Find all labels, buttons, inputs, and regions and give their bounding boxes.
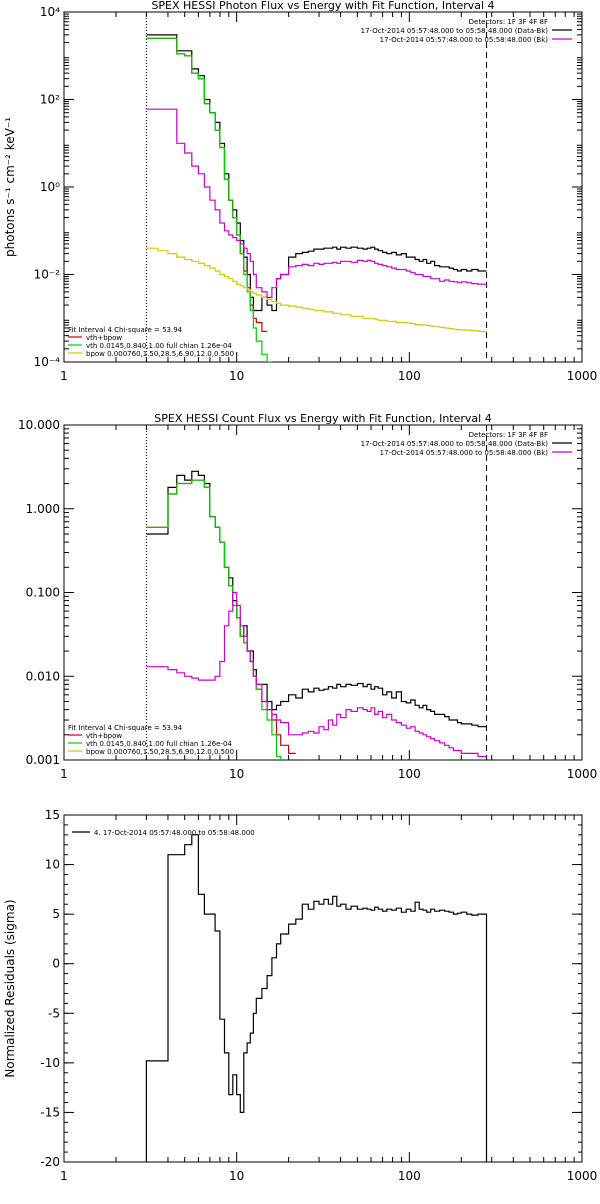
legend-entry: 4. 17-Oct-2014 05:57:48.000 to 05:58:48.… — [94, 829, 255, 837]
y-tick-label: 10⁻² — [34, 268, 61, 282]
y-tick-label: 5 — [52, 907, 60, 921]
y-tick-label: 0.100 — [26, 586, 60, 600]
series-vth-line — [146, 479, 282, 760]
legend-entry: Detectors: 1F 3F 4F 8F — [469, 18, 548, 26]
y-tick-label: 10² — [40, 93, 60, 107]
legend-entry: Fit Interval 4 Chi-square = 53.94 — [68, 724, 183, 732]
y-tick-label: 10⁻⁴ — [34, 355, 61, 369]
y-tick-label: 10⁴ — [40, 5, 60, 19]
x-tick-label: 1 — [60, 767, 68, 781]
x-tick-label: 10 — [229, 767, 244, 781]
series-vth-bpow-line — [146, 37, 268, 332]
x-tick-label: 1000 — [567, 369, 598, 383]
plot-frame-1 — [63, 424, 583, 761]
legend-entry: bpow 0.000760,1.50,28.5,6.90,12.0,0.500 — [86, 748, 234, 756]
x-tick-label: 100 — [398, 767, 421, 781]
series-residuals-line — [145, 834, 488, 1162]
y-tick-label: -10 — [40, 1056, 60, 1070]
x-tick-label: 100 — [398, 1169, 421, 1183]
legend-entry: 17-Oct-2014 05:57:48.000 to 05:58:48.000… — [380, 36, 549, 44]
plot-frame-0 — [63, 11, 583, 363]
x-tick-label: 1 — [60, 1169, 68, 1183]
x-tick-label: 10 — [229, 1169, 244, 1183]
y-tick-label: 1.000 — [26, 502, 60, 516]
x-tick-label: 1000 — [567, 1169, 598, 1183]
y-axis-label: Normalized Residuals (sigma) — [3, 899, 17, 1077]
y-tick-label: -5 — [48, 1006, 60, 1020]
y-tick-label: 10 — [45, 858, 60, 872]
y-tick-label: -20 — [40, 1155, 60, 1169]
legend-entry: 17-Oct-2014 05:57:48.000 to 05:58:48.000… — [380, 449, 549, 457]
series-data-line — [146, 34, 487, 312]
legend-entry: 17-Oct-2014 05:57:48.000 to 05:58:48.000… — [361, 440, 549, 448]
legend-entry: Fit Interval 4 Chi-square = 53.94 — [68, 326, 183, 334]
x-tick-label: 100 — [398, 369, 421, 383]
series-vth-line — [146, 37, 272, 362]
series-data-line — [146, 470, 487, 728]
x-tick-label: 1000 — [567, 767, 598, 781]
series-bk-line — [146, 108, 487, 298]
y-tick-label: 15 — [45, 808, 60, 822]
legend-entry: vth+bpow — [86, 732, 122, 740]
legend-entry: vth 0.0145,0.840,1.00 full chian 1.26e-0… — [86, 342, 232, 350]
y-tick-label: 0 — [52, 957, 60, 971]
y-tick-label: 10.000 — [18, 418, 60, 432]
chart-title-1: SPEX HESSI Count Flux vs Energy with Fit… — [154, 412, 491, 425]
legend-entry: vth+bpow — [86, 334, 122, 342]
legend-entry: vth 0.0145,0.840,1.00 full chian 1.26e-0… — [86, 740, 232, 748]
series-vth-bpow-line — [146, 479, 296, 754]
series-bpow-line — [146, 247, 487, 332]
x-tick-label: 10 — [229, 369, 244, 383]
y-tick-label: 0.010 — [26, 669, 60, 683]
series-bk-line — [146, 591, 487, 758]
y-tick-label: 10⁰ — [40, 180, 60, 194]
y-tick-label: -15 — [40, 1105, 60, 1119]
y-tick-label: 0.001 — [26, 753, 60, 767]
legend-entry: 17-Oct-2014 05:57:48.000 to 05:58:48.000… — [361, 27, 549, 35]
plot-frame-2 — [63, 814, 583, 1163]
legend-entry: Detectors: 1F 3F 4F 8F — [469, 431, 548, 439]
x-tick-label: 1 — [60, 369, 68, 383]
chart-title-0: SPEX HESSI Photon Flux vs Energy with Fi… — [151, 0, 494, 12]
legend-entry: bpow 0.000760,1.50,28.5,6.90,12.0,0.500 — [86, 350, 234, 358]
y-axis-label: photons s⁻¹ cm⁻² keV⁻¹ — [3, 117, 17, 257]
